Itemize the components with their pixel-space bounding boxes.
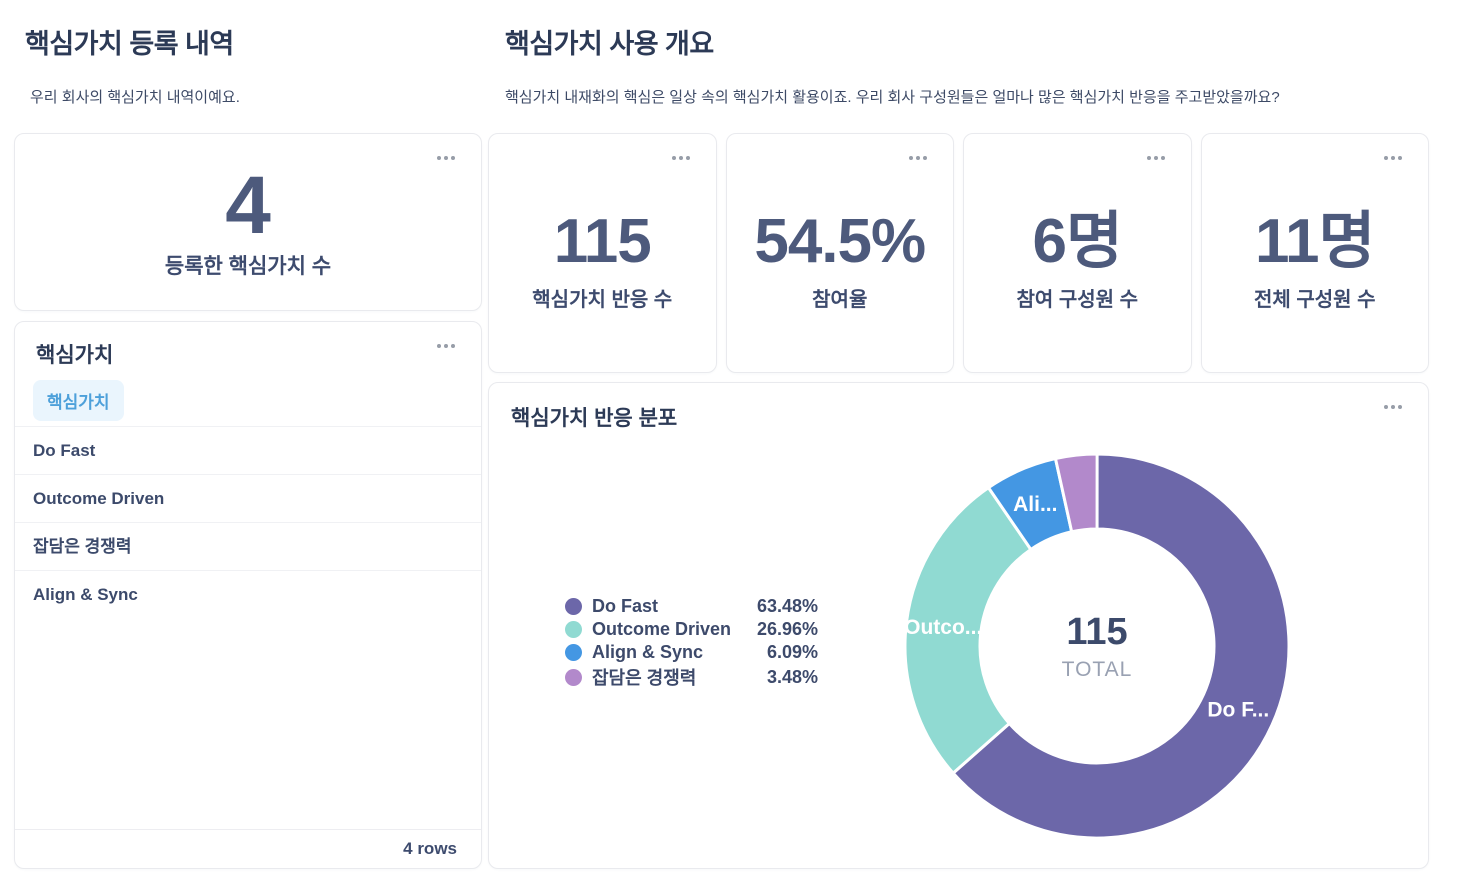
legend-dot-icon [565, 598, 582, 615]
legend-label: 잡담은 경쟁력 [592, 668, 697, 688]
ellipsis-menu-icon[interactable] [668, 152, 694, 164]
left-section-title: 핵심가치 등록 내역 [25, 29, 234, 59]
legend-item-outcome-driven[interactable]: Outcome Driven 26.96% [565, 618, 818, 641]
reaction-distribution-chart-card: 핵심가치 반응 분포 Do Fast 63.48% Outcome Driven… [488, 382, 1429, 869]
donut-slice-1[interactable] [951, 452, 1291, 840]
legend-label: Align & Sync [592, 642, 704, 662]
ellipsis-menu-icon[interactable] [1143, 152, 1169, 164]
table-row: Do Fast [15, 426, 481, 474]
donut-slice-4[interactable] [1053, 452, 1099, 534]
legend-label: Do Fast [592, 596, 659, 616]
legend-percentage: 63.48% [756, 596, 818, 616]
table-footer: 4 rows [15, 829, 481, 868]
stat-card-participating-members: 6명 참여 구성원 수 [963, 133, 1192, 373]
table-title: 핵심가치 [36, 344, 114, 367]
legend-dot-icon [565, 621, 582, 638]
stat-value: 11명 [1254, 207, 1376, 276]
donut-total-label: TOTAL [1062, 658, 1133, 681]
core-values-table-card: 핵심가치 핵심가치 Do Fast Outcome Driven 잡담은 경쟁력… [14, 321, 482, 869]
stat-label: 참여 구성원 수 [1016, 289, 1138, 311]
ellipsis-menu-icon[interactable] [1380, 152, 1406, 164]
right-section-title: 핵심가치 사용 개요 [505, 29, 714, 59]
stat-card-grid: 115 핵심가치 반응 수 54.5% 참여율 6명 참여 구성원 수 11명 … [488, 133, 1429, 373]
ellipsis-menu-icon[interactable] [1380, 401, 1406, 413]
stat-label: 전체 구성원 수 [1253, 289, 1376, 311]
ellipsis-menu-icon[interactable] [433, 340, 459, 352]
legend-percentage: 6.09% [766, 642, 818, 662]
row-count-label: 4 rows [403, 839, 457, 858]
stat-value: 115 [553, 207, 652, 276]
legend-item-small-talk[interactable]: 잡담은 경쟁력 3.48% [565, 664, 818, 688]
donut-slice-label: Do F... [1207, 699, 1269, 722]
legend-percentage: 26.96% [756, 619, 818, 639]
column-header-tag: 핵심가치 [33, 380, 124, 421]
donut-slice-label: Ali... [1013, 493, 1057, 516]
left-section-subtitle: 우리 회사의 핵심가치 내역이예요. [30, 89, 240, 106]
donut-chart: Do F... Outco... Ali... 115 TOTAL [903, 452, 1291, 840]
table-row: Outcome Driven [15, 474, 481, 522]
ellipsis-menu-icon[interactable] [433, 152, 459, 164]
legend-label: Outcome Driven [592, 619, 732, 639]
table-rows: Do Fast Outcome Driven 잡담은 경쟁력 Align & S… [15, 426, 481, 618]
donut-slice-label: Outco... [904, 616, 982, 639]
registered-count-label: 등록한 핵심가치 수 [164, 255, 332, 278]
donut-total-value: 115 [1066, 611, 1127, 653]
legend-dot-icon [565, 644, 582, 661]
right-section-subtitle: 핵심가치 내재화의 핵심은 일상 속의 핵심가치 활용이죠. 우리 회사 구성원… [505, 89, 1280, 106]
legend-item-align-sync[interactable]: Align & Sync 6.09% [565, 641, 818, 664]
donut-slice-2[interactable] [903, 486, 1033, 775]
stat-card-total-members: 11명 전체 구성원 수 [1200, 133, 1429, 373]
legend-item-do-fast[interactable]: Do Fast 63.48% [565, 595, 818, 618]
stat-label: 참여율 [812, 289, 868, 311]
legend-percentage: 3.48% [766, 666, 818, 687]
legend-dot-icon [565, 668, 582, 686]
table-row: 잡담은 경쟁력 [15, 522, 481, 570]
ellipsis-menu-icon[interactable] [905, 152, 931, 164]
stat-value: 6명 [1032, 207, 1123, 276]
registered-count-value: 4 [225, 160, 271, 251]
table-row: Align & Sync [15, 570, 481, 618]
stat-card-reaction-count: 115 핵심가치 반응 수 [488, 133, 717, 373]
stat-label: 핵심가치 반응 수 [532, 289, 673, 311]
chart-legend: Do Fast 63.48% Outcome Driven 26.96% Ali… [565, 595, 818, 688]
stat-card-registered-values: 4 등록한 핵심가치 수 [14, 133, 482, 311]
stat-value: 54.5% [754, 207, 926, 276]
chart-title: 핵심가치 반응 분포 [511, 407, 678, 430]
stat-card-participation-rate: 54.5% 참여율 [725, 133, 954, 373]
